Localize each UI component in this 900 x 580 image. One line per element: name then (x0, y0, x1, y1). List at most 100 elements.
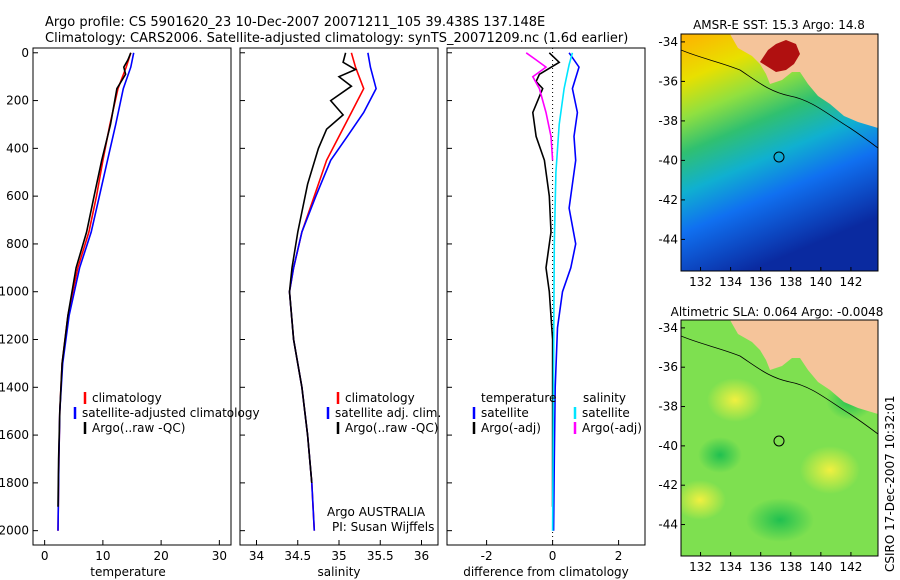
sst-map-title: AMSR-E SST: 15.3 Argo: 14.8 (693, 18, 865, 32)
argo-agency-annotation: Argo AUSTRALIA (327, 505, 426, 519)
gulf-water (760, 40, 800, 72)
y-tick-label: 1400 (0, 380, 29, 394)
shelf-contour (681, 335, 878, 435)
map-y-tick-label: -40 (658, 153, 678, 167)
series-line-satellite (552, 52, 580, 531)
legend-header-temperature: temperature (481, 391, 556, 405)
x-tick-label: 2 (615, 549, 623, 563)
legend-label-sal-satellite: satellite (582, 406, 630, 420)
sla-anomaly (681, 480, 726, 520)
sla-anomaly (707, 378, 763, 422)
shelf-contour (681, 49, 878, 149)
x-tick-label: 36 (414, 549, 429, 563)
y-tick-label: 1600 (0, 428, 29, 442)
map-x-tick-label: 134 (719, 560, 742, 574)
map-x-tick-label: 134 (719, 275, 742, 289)
series-line-argo-raw-qc- (288, 52, 358, 483)
map-y-tick-label: -40 (658, 439, 678, 453)
x-tick-label: 0 (549, 549, 557, 563)
y-tick-label: 1200 (0, 333, 29, 347)
x-tick-label: 20 (153, 549, 168, 563)
map-y-tick-label: -36 (658, 74, 678, 88)
difference-xlabel: difference from climatology (463, 565, 629, 579)
salinity-xlabel: salinity (317, 565, 360, 579)
legend-label-sal-argo: Argo(-adj) (582, 421, 642, 435)
sla-map-title: Altimetric SLA: 0.064 Argo: -0.0048 (671, 305, 884, 319)
sla-anomaly (746, 498, 814, 542)
temperature-legend: climatology satellite-adjusted climatolo… (73, 391, 260, 435)
temperature-panel (32, 47, 232, 546)
series-line-argo-adj- (531, 52, 561, 507)
figure-title-line2: Climatology: CARS2006. Satellite-adjuste… (45, 31, 628, 46)
y-tick-label: 1800 (0, 476, 29, 490)
map-x-tick-label: 142 (839, 560, 862, 574)
sla-map (681, 320, 878, 556)
map-y-tick-label: -34 (658, 321, 678, 335)
map-x-tick-label: 132 (689, 275, 712, 289)
map-axes-layer: 132 134 136 138 140 142 -34 -36 -38 -40 -42 -44 132 1… (658, 35, 862, 574)
map-y-tick-label: -38 (658, 114, 678, 128)
profile-plot-layer: 0 10 20 30020040060080010001200140016001800… (0, 46, 622, 563)
map-x-tick-label: 140 (809, 275, 832, 289)
legend-label-argo: Argo(..raw -QC) (92, 421, 185, 435)
credit-stamp: CSIRO 17-Dec-2007 10:32:01 (883, 395, 897, 572)
x-tick-label: 30 (212, 549, 227, 563)
map-y-tick-label: -44 (658, 518, 678, 532)
sla-anomaly (800, 446, 860, 494)
y-tick-label: 800 (6, 237, 29, 251)
y-tick-label: 2000 (0, 524, 29, 538)
map-y-tick-label: -42 (658, 478, 678, 492)
map-x-tick-label: 140 (809, 560, 832, 574)
series-line-argo-raw-qc- (57, 52, 132, 507)
salinity-legend: climatology satellite adj. clim. Argo(..… (326, 391, 441, 534)
x-tick-label: -2 (481, 549, 493, 563)
map-x-tick-label: 138 (779, 275, 802, 289)
figure-title-line1: Argo profile: CS 5901620_23 10-Dec-2007 … (45, 15, 545, 30)
map-x-tick-label: 136 (749, 560, 772, 574)
x-tick-label: 10 (95, 549, 110, 563)
y-tick-label: 0 (21, 46, 29, 60)
map-x-tick-label: 136 (749, 275, 772, 289)
x-tick-label: 35.5 (367, 549, 394, 563)
legend-label-satellite: satellite adj. clim. (335, 406, 441, 420)
legend-label-satellite: satellite-adjusted climatology (82, 406, 260, 420)
x-tick-label: 34 (249, 549, 264, 563)
temperature-xlabel: temperature (90, 565, 165, 579)
pi-name-annotation: PI: Susan Wijffels (332, 520, 434, 534)
y-tick-label: 600 (6, 189, 29, 203)
legend-label-temp-satellite: satellite (481, 406, 529, 420)
map-y-tick-label: -42 (658, 193, 678, 207)
map-y-tick-label: -44 (658, 232, 678, 246)
map-x-tick-label: 132 (689, 560, 712, 574)
map-y-tick-label: -34 (658, 35, 678, 49)
difference-legend: temperature salinity satellite Argo(-adj… (472, 391, 642, 435)
map-x-tick-label: 142 (839, 275, 862, 289)
y-tick-label: 200 (6, 94, 29, 108)
y-tick-label: 1000 (0, 285, 29, 299)
x-tick-label: 35 (331, 549, 346, 563)
land-mass (681, 320, 878, 414)
salinity-panel (239, 47, 439, 546)
legend-header-salinity: salinity (583, 391, 626, 405)
argo-position-marker (773, 151, 785, 163)
difference-panel (446, 47, 646, 546)
sst-map (681, 34, 878, 271)
legend-label-temp-argo: Argo(-adj) (481, 421, 541, 435)
legend-label-argo: Argo(..raw -QC) (345, 421, 438, 435)
sla-anomaly (698, 437, 742, 473)
map-x-tick-label: 138 (779, 560, 802, 574)
series-line-satellite (551, 52, 574, 531)
series-line-argo-adj- (525, 52, 554, 161)
sla-map-frame (680, 319, 879, 557)
land-mass (681, 34, 878, 128)
y-tick-label: 400 (6, 141, 29, 155)
x-tick-label: 0 (41, 549, 49, 563)
map-y-tick-label: -36 (658, 360, 678, 374)
x-tick-label: 34.5 (284, 549, 311, 563)
sst-map-frame (680, 33, 879, 272)
map-y-tick-label: -38 (658, 400, 678, 414)
legend-label-climatology: climatology (345, 391, 415, 405)
argo-position-marker (773, 435, 785, 447)
legend-label-climatology: climatology (92, 391, 162, 405)
